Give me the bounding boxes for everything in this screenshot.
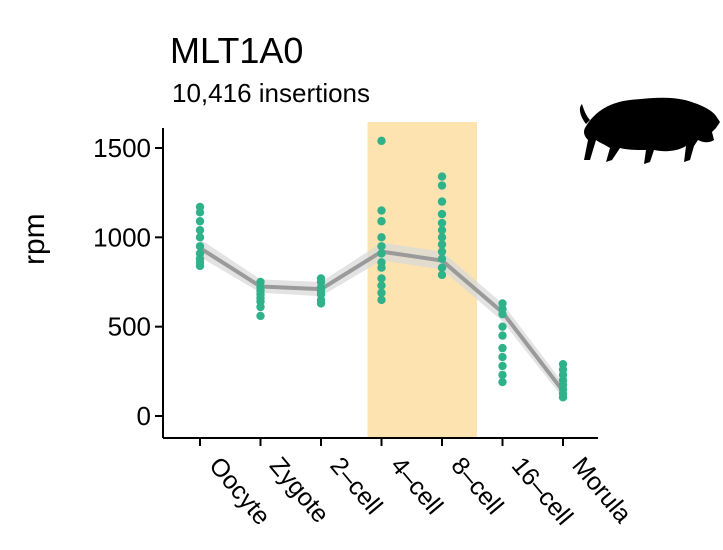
y-tick-label: 0 bbox=[137, 401, 151, 431]
data-point bbox=[377, 288, 386, 297]
data-point bbox=[437, 209, 447, 219]
data-point bbox=[195, 242, 205, 251]
data-point bbox=[316, 299, 326, 308]
data-point bbox=[377, 233, 386, 242]
data-point bbox=[377, 217, 386, 226]
data-point bbox=[498, 361, 507, 371]
data-point bbox=[437, 233, 447, 242]
data-point bbox=[437, 240, 447, 249]
data-point bbox=[498, 343, 507, 353]
x-tick-label: Zygote bbox=[264, 452, 335, 529]
data-point bbox=[195, 208, 205, 217]
data-point bbox=[498, 331, 507, 340]
data-point bbox=[558, 393, 568, 402]
data-point bbox=[437, 254, 447, 263]
data-point bbox=[498, 309, 507, 319]
data-point bbox=[377, 281, 386, 290]
data-point bbox=[256, 311, 265, 321]
y-tick-label: 1500 bbox=[93, 133, 151, 163]
data-point bbox=[437, 218, 447, 228]
data-point bbox=[437, 263, 447, 272]
data-point bbox=[377, 295, 386, 305]
data-point bbox=[437, 181, 447, 190]
data-point bbox=[377, 263, 386, 272]
data-point bbox=[377, 242, 386, 251]
data-point bbox=[195, 261, 205, 271]
data-point bbox=[377, 206, 386, 215]
data-point bbox=[437, 172, 447, 181]
y-tick-label: 1000 bbox=[93, 222, 151, 252]
data-point bbox=[377, 274, 386, 283]
data-point bbox=[377, 249, 386, 258]
x-tick-label: 4–cell bbox=[385, 452, 448, 520]
data-point bbox=[437, 197, 447, 206]
data-point bbox=[498, 352, 507, 362]
x-tick-label: 8–cell bbox=[445, 452, 508, 520]
data-point bbox=[437, 270, 447, 280]
boar-silhouette-icon bbox=[579, 97, 720, 164]
x-tick-label: Oocyte bbox=[203, 452, 275, 531]
data-point bbox=[195, 217, 205, 226]
data-point bbox=[498, 322, 507, 331]
y-tick-label: 500 bbox=[108, 312, 151, 342]
chart-subtitle: 10,416 insertions bbox=[172, 78, 371, 108]
data-point bbox=[498, 377, 507, 387]
data-point bbox=[256, 302, 265, 312]
data-point bbox=[437, 225, 447, 235]
chart-title: MLT1A0 bbox=[170, 30, 304, 71]
data-point bbox=[377, 136, 386, 146]
x-tick-label: 16–cell bbox=[506, 452, 578, 531]
data-point bbox=[195, 225, 205, 235]
data-point bbox=[437, 247, 447, 256]
x-tick-label: Morula bbox=[566, 452, 637, 529]
confidence-band bbox=[200, 239, 563, 399]
data-point bbox=[195, 233, 205, 242]
data-point bbox=[498, 370, 507, 380]
